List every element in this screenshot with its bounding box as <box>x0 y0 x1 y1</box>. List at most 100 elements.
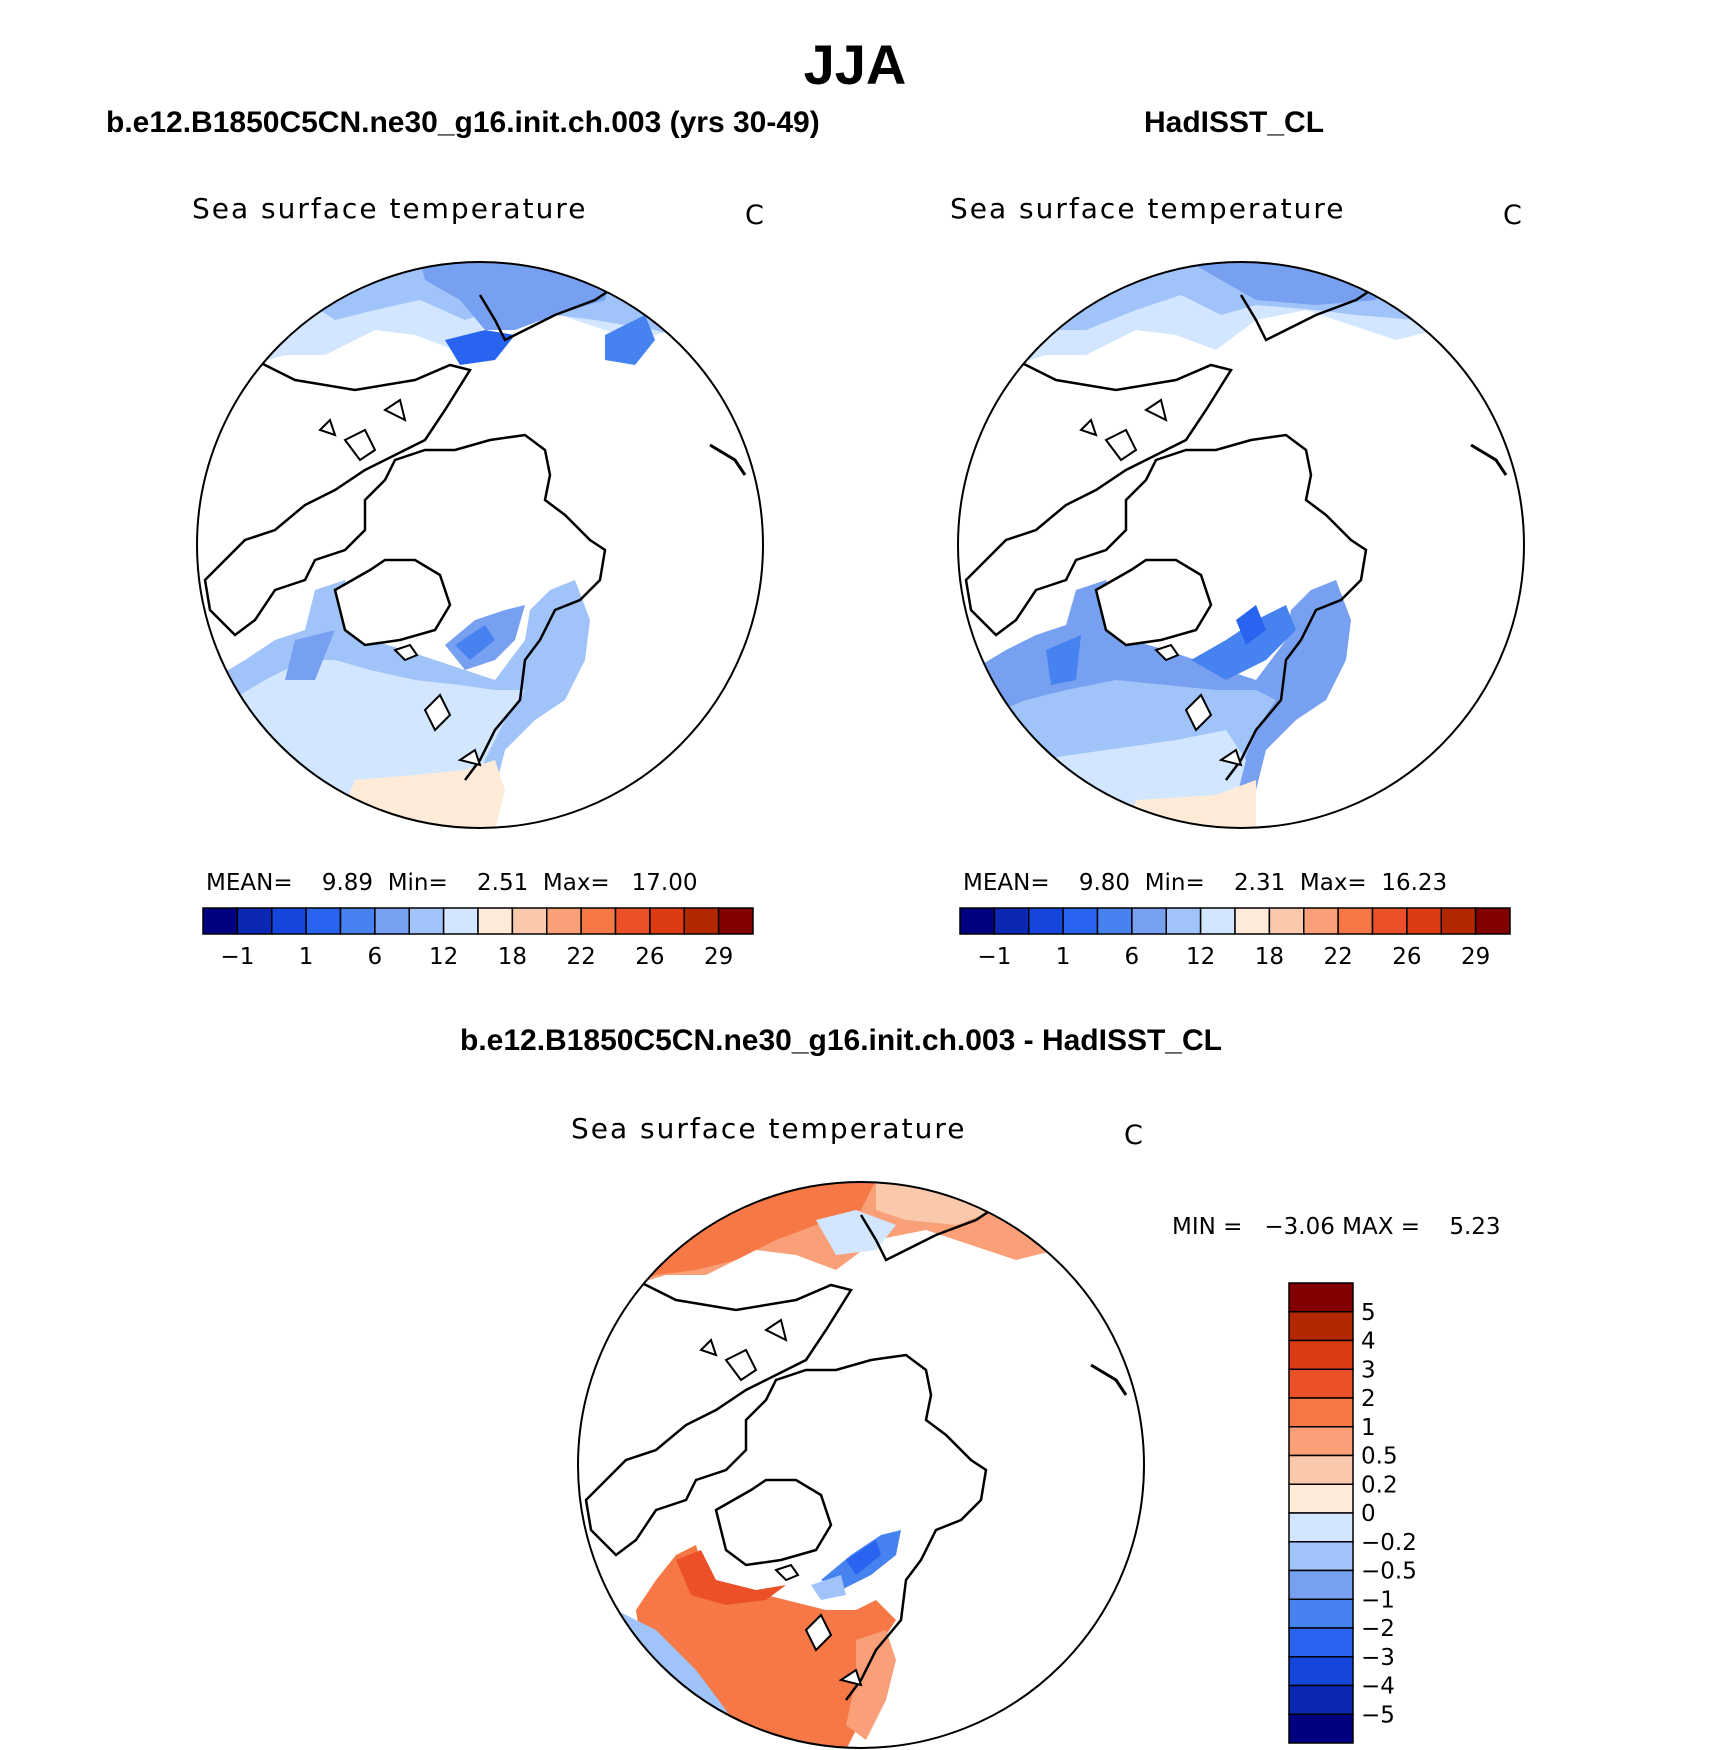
diff-colorbar-swatch <box>1288 1282 1354 1313</box>
diff-colorbar-tick-label: −0.5 <box>1361 1559 1417 1585</box>
right-colorbar-swatch <box>1028 907 1064 935</box>
left-colorbar-tick-label: 26 <box>635 944 664 970</box>
diff-colorbar-swatch <box>1288 1541 1354 1572</box>
right-colorbar-tick-label: 18 <box>1255 944 1284 970</box>
left-colorbar: −1 1 6 12 18 22 26 29 <box>202 907 754 970</box>
left-colorbar-swatch <box>442 907 479 935</box>
diff-min-label: MIN = <box>1172 1214 1243 1240</box>
diff-colorbar-tick-label: 0.5 <box>1361 1444 1398 1470</box>
diff-colorbar-tick-label: −3 <box>1361 1645 1395 1671</box>
left-colorbar-swatch <box>408 907 445 935</box>
left-colorbar-swatch <box>339 907 376 935</box>
diff-colorbar-tick-label: 4 <box>1361 1329 1376 1355</box>
right-norwegian-sea-field <box>1191 605 1296 680</box>
right-colorbar-swatch <box>1234 907 1271 935</box>
right-colorbar-tick-label: 22 <box>1323 944 1352 970</box>
diff-colorbar-swatch <box>1288 1311 1354 1342</box>
left-bering-sea-field <box>445 330 515 365</box>
diff-stats: MIN = −3.06 MAX = 5.23 <box>1172 1214 1501 1240</box>
diff-colorbar-swatch <box>1288 1483 1354 1514</box>
right-colorbar-tick-label: 1 <box>1056 944 1071 970</box>
diff-colorbar-swatch <box>1288 1713 1354 1744</box>
right-colorbar-swatch <box>1474 907 1511 935</box>
left-colorbar-swatch <box>374 907 410 935</box>
right-min-label: Min= <box>1144 870 1205 896</box>
right-colorbar-tick-label: 6 <box>1125 944 1140 970</box>
left-colorbar-tick-label: −1 <box>220 944 254 970</box>
left-colorbar-swatch <box>580 907 617 935</box>
diff-colorbar-tick-label: 3 <box>1361 1357 1376 1383</box>
left-map <box>196 261 764 829</box>
left-colorbar-tick-label: 22 <box>566 944 595 970</box>
right-colorbar-swatch <box>1131 907 1167 935</box>
diff-bering-sea-field <box>816 1210 896 1255</box>
left-colorbar-swatch <box>614 907 651 935</box>
right-colorbar-swatch <box>1268 907 1305 935</box>
left-colorbar-swatch <box>477 907 514 935</box>
left-colorbar-tick-label: 18 <box>498 944 527 970</box>
right-map <box>957 261 1525 829</box>
diff-colorbar-swatch <box>1288 1598 1354 1629</box>
diff-colorbar-swatch <box>1288 1426 1354 1457</box>
diff-colorbar-tick-label: −2 <box>1361 1616 1395 1642</box>
right-colorbar-swatch <box>1096 907 1133 935</box>
right-colorbar-swatch <box>1406 907 1442 935</box>
right-colorbar-swatch <box>1165 907 1202 935</box>
diff-map <box>577 1181 1145 1749</box>
diff-colorbar-tick-label: −1 <box>1361 1587 1395 1613</box>
right-colorbar-swatch <box>959 907 996 935</box>
left-variable-title: Sea surface temperature <box>192 192 588 225</box>
right-colorbar-swatch <box>1062 907 1099 935</box>
diff-colorbar-tick-label: 1 <box>1361 1415 1376 1441</box>
right-colorbar-swatch <box>1303 907 1339 935</box>
left-colorbar-tick-label: 29 <box>704 944 733 970</box>
right-colorbar-swatch <box>1337 907 1374 935</box>
right-stats: MEAN= 9.80 Min= 2.31 Max= 16.23 <box>963 870 1447 896</box>
diff-colorbar-swatch <box>1288 1339 1354 1370</box>
right-colorbar-tick-label: −1 <box>977 944 1011 970</box>
left-colorbar-swatch <box>683 907 720 935</box>
diff-colorbar-swatch <box>1288 1684 1354 1715</box>
diff-colorbar-swatch <box>1288 1656 1354 1687</box>
left-colorbar-swatch <box>649 907 685 935</box>
right-min-value: 2.31 <box>1234 870 1286 896</box>
diff-colorbar-swatch <box>1288 1368 1354 1399</box>
left-colorbar-swatch <box>305 907 342 935</box>
diff-colorbar-tick-label: 0.2 <box>1361 1472 1398 1498</box>
diff-colorbar-swatch <box>1288 1512 1354 1543</box>
diff-colorbar-tick-label: −4 <box>1361 1674 1395 1700</box>
left-min-label: Min= <box>387 870 448 896</box>
left-mean-label: MEAN= <box>206 870 293 896</box>
left-units: C <box>745 200 764 231</box>
diff-colorbar-swatch <box>1288 1627 1354 1658</box>
diff-units: C <box>1124 1120 1143 1151</box>
right-colorbar-tick-label: 29 <box>1461 944 1490 970</box>
diff-colorbar-tick-label: −5 <box>1361 1702 1395 1728</box>
diff-colorbar: 5 43 2 1 0.50.2 0 −0.2 −0.5−1 −2 −3 −4−5 <box>1288 1282 1417 1744</box>
left-colorbar-tick-label: 1 <box>299 944 314 970</box>
right-variable-title: Sea surface temperature <box>950 192 1346 225</box>
right-colorbar: −1 1 6 12 18 22 26 29 <box>959 907 1511 970</box>
left-stats: MEAN= 9.89 Min= 2.51 Max= 17.00 <box>206 870 698 896</box>
left-colorbar-swatch <box>546 907 582 935</box>
left-max-value: 17.00 <box>631 870 698 896</box>
left-colorbar-swatch <box>717 907 754 935</box>
left-colorbar-swatch <box>236 907 273 935</box>
right-colorbar-swatch <box>1199 907 1236 935</box>
diff-colorbar-swatch <box>1288 1569 1354 1600</box>
right-max-label: Max= <box>1299 870 1367 896</box>
diff-min-value: −3.06 <box>1264 1214 1335 1240</box>
left-panel-title: b.e12.B1850C5CN.ne30_g16.init.ch.003 (yr… <box>106 106 820 139</box>
right-mean-value: 9.80 <box>1078 870 1131 896</box>
left-mean-value: 9.89 <box>321 870 374 896</box>
diff-colorbar-swatch <box>1288 1454 1354 1485</box>
diff-max-value: 5.23 <box>1449 1214 1501 1240</box>
left-colorbar-tick-label: 6 <box>368 944 383 970</box>
right-colorbar-swatch <box>1371 907 1408 935</box>
right-panel-title: HadISST_CL <box>1144 106 1325 139</box>
right-colorbar-tick-label: 12 <box>1186 944 1215 970</box>
diff-colorbar-tick-label: 2 <box>1361 1386 1376 1412</box>
left-colorbar-swatch <box>271 907 307 935</box>
right-colorbar-swatch <box>993 907 1030 935</box>
right-colorbar-tick-label: 26 <box>1392 944 1421 970</box>
